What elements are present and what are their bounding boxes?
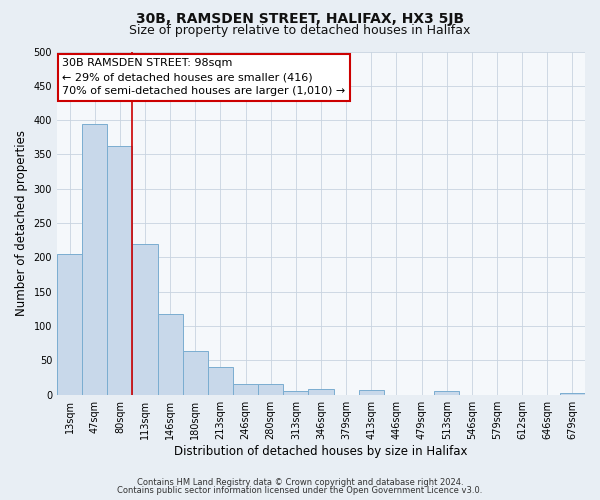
Text: 30B, RAMSDEN STREET, HALIFAX, HX3 5JB: 30B, RAMSDEN STREET, HALIFAX, HX3 5JB	[136, 12, 464, 26]
Bar	[308, 389, 334, 394]
Bar	[233, 384, 258, 394]
Bar	[183, 352, 208, 395]
Text: Size of property relative to detached houses in Halifax: Size of property relative to detached ho…	[130, 24, 470, 37]
Bar	[133, 244, 158, 394]
Bar	[158, 314, 183, 394]
Bar	[208, 368, 233, 394]
Y-axis label: Number of detached properties: Number of detached properties	[15, 130, 28, 316]
Bar	[434, 392, 459, 394]
Bar	[283, 392, 308, 394]
Text: Contains public sector information licensed under the Open Government Licence v3: Contains public sector information licen…	[118, 486, 482, 495]
Text: Contains HM Land Registry data © Crown copyright and database right 2024.: Contains HM Land Registry data © Crown c…	[137, 478, 463, 487]
Bar	[359, 390, 384, 394]
Bar	[82, 124, 107, 394]
Bar	[258, 384, 283, 394]
Text: 30B RAMSDEN STREET: 98sqm
← 29% of detached houses are smaller (416)
70% of semi: 30B RAMSDEN STREET: 98sqm ← 29% of detac…	[62, 58, 346, 96]
Bar	[57, 254, 82, 394]
X-axis label: Distribution of detached houses by size in Halifax: Distribution of detached houses by size …	[174, 444, 468, 458]
Bar	[107, 146, 133, 394]
